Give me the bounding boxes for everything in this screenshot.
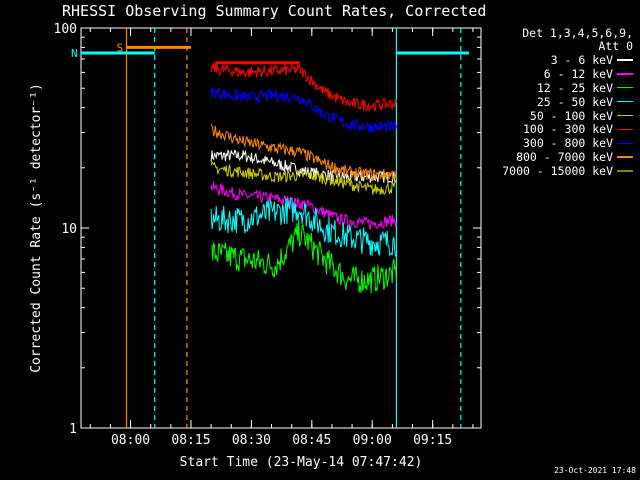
flag-label: N (71, 47, 78, 60)
legend-label: 25 - 50 keV (536, 94, 613, 109)
legend-label: 3 - 6 keV (550, 52, 613, 67)
generation-date: 23-Oct-2021 17:48 (554, 466, 636, 475)
legend-entry: 25 - 50 keV (483, 95, 633, 109)
legend-swatch (617, 73, 633, 75)
series-line (210, 181, 397, 231)
legend-entry: 7000 - 15000 keV (483, 164, 633, 178)
x-tick-label: 09:15 (413, 433, 452, 448)
legend-label: 300 - 800 keV (522, 136, 613, 151)
legend-entry: 100 - 300 keV (483, 122, 633, 136)
legend-swatch (617, 114, 633, 117)
x-tick-label: 08:15 (171, 433, 210, 448)
series-line (210, 197, 397, 257)
legend-entries: 3 - 6 keV 6 - 12 keV 12 - 25 keV 25 - 50 ke… (483, 53, 633, 178)
legend-swatch (617, 59, 633, 61)
legend-swatch (617, 100, 633, 103)
legend-swatch (617, 170, 633, 172)
legend: Det 1,3,4,5,6,9, Att 0 3 - 6 keV 6 - 12 k… (483, 27, 633, 178)
legend-label: 6 - 12 keV (543, 66, 613, 81)
legend-label: 7000 - 15000 keV (502, 164, 613, 179)
series-line (210, 149, 397, 185)
chart-title: RHESSI Observing Summary Count Rates, Co… (62, 2, 487, 20)
legend-swatch (617, 128, 633, 131)
series-line (210, 123, 397, 182)
x-tick-label: 08:45 (292, 433, 331, 448)
legend-entry: 6 - 12 keV (483, 67, 633, 81)
legend-swatch (617, 156, 633, 158)
y-tick-label: 100 (54, 22, 77, 37)
series-line (210, 220, 397, 294)
legend-entry: 12 - 25 keV (483, 81, 633, 95)
legend-label: 12 - 25 keV (536, 80, 613, 95)
legend-swatch (617, 142, 633, 145)
x-tick-label: 09:00 (353, 433, 392, 448)
legend-entry: 3 - 6 keV (483, 53, 633, 67)
legend-detector-line: Det 1,3,4,5,6,9, (522, 26, 633, 40)
legend-swatch (617, 86, 633, 89)
legend-entry: 300 - 800 keV (483, 136, 633, 150)
legend-attenuator-line: Att 0 (598, 39, 633, 53)
legend-entry: 800 - 7000 keV (483, 150, 633, 164)
legend-label: 800 - 7000 keV (516, 150, 613, 165)
legend-entry: 50 - 100 keV (483, 109, 633, 123)
series-line (210, 161, 397, 195)
legend-label: 50 - 100 keV (529, 108, 613, 123)
series-line (210, 62, 397, 112)
legend-label: 100 - 300 keV (522, 122, 613, 137)
y-tick-label: 1 (69, 422, 77, 437)
x-axis-label: Start Time (23-May-14 07:47:42) (180, 455, 423, 470)
series-line (210, 87, 397, 134)
x-tick-label: 08:30 (232, 433, 271, 448)
x-tick-label: 08:00 (111, 433, 150, 448)
flag-label: S (117, 41, 124, 54)
plot-frame (80, 27, 482, 429)
y-tick-label: 10 (61, 222, 77, 237)
y-axis-label: Corrected Count Rate (s⁻¹ detector⁻¹) (29, 83, 44, 373)
